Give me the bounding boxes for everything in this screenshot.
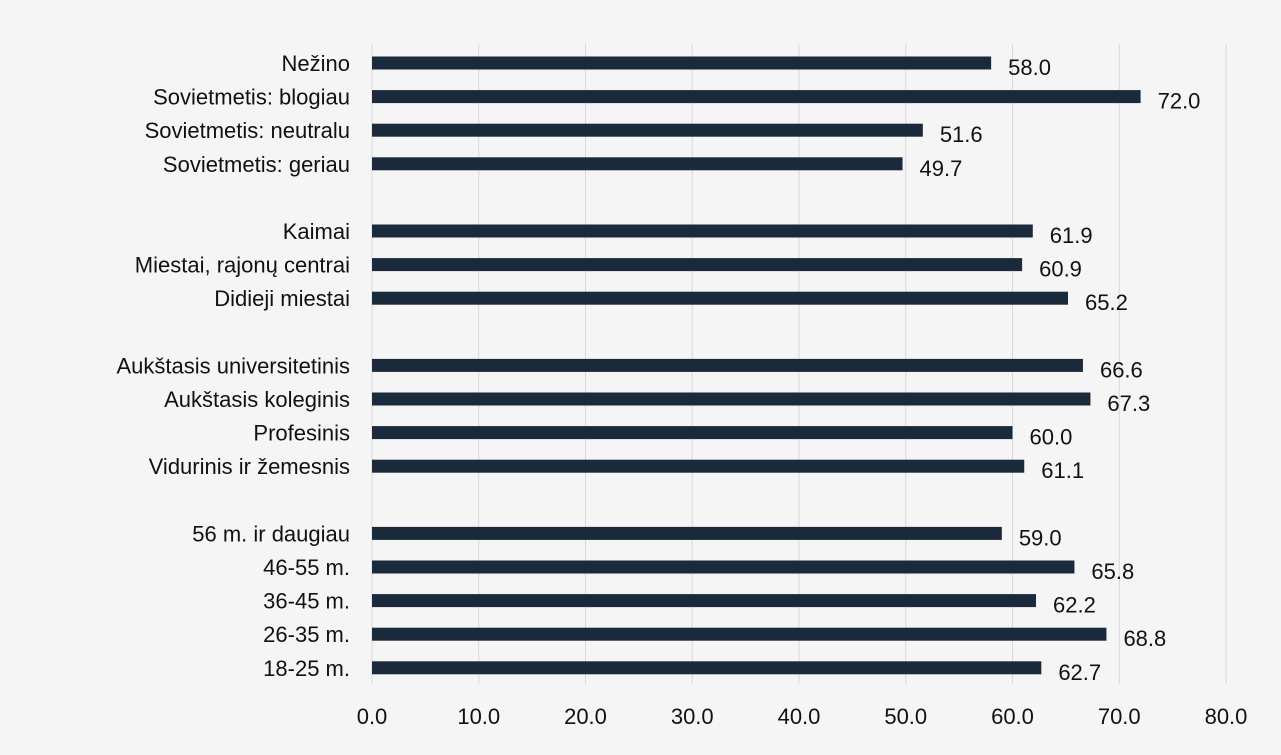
data-label: 72.0 <box>1158 89 1201 114</box>
bar <box>372 90 1141 104</box>
data-label: 65.8 <box>1091 559 1134 584</box>
category-label: Didieji miestai <box>214 286 350 311</box>
x-tick-label: 0.0 <box>357 704 388 729</box>
data-label: 65.2 <box>1085 290 1128 315</box>
category-label: Aukštasis universitetinis <box>116 353 350 378</box>
x-tick-label: 50.0 <box>884 704 927 729</box>
bar <box>372 627 1107 641</box>
value-labels: 58.0 72.0 51.6 49.7 61.9 60.965.2 66.6 67.3 60.0… <box>920 55 1201 685</box>
category-label: Vidurinis ir žemesnis <box>149 454 350 479</box>
category-label: 46-55 m. <box>263 555 350 580</box>
category-label: 18-25 m. <box>263 656 350 681</box>
bars <box>372 56 1141 675</box>
bar <box>372 661 1042 675</box>
data-label: 61.9 <box>1050 223 1093 248</box>
category-label: Nežino <box>282 51 350 76</box>
bar <box>372 526 1002 540</box>
category-label: 26-35 m. <box>263 622 350 647</box>
data-label: 66.6 <box>1100 357 1143 382</box>
x-tick-label: 70.0 <box>1098 704 1141 729</box>
category-label: 56 m. ir daugiau <box>192 521 350 546</box>
data-label: 61.1 <box>1041 458 1084 483</box>
bar <box>372 123 923 137</box>
x-tick-label: 30.0 <box>671 704 714 729</box>
data-label: 58.0 <box>1008 55 1051 80</box>
category-labels: Nežino Sovietmetis: blogiau Sovietmetis: n… <box>116 51 350 681</box>
category-label: 36-45 m. <box>263 589 350 614</box>
category-label: Kaimai <box>283 219 350 244</box>
x-tick-label: 60.0 <box>991 704 1034 729</box>
x-tick-label: 20.0 <box>564 704 607 729</box>
x-tick-label: 40.0 <box>778 704 821 729</box>
category-label: Sovietmetis: neutralu <box>145 118 350 143</box>
data-label: 67.3 <box>1107 391 1150 416</box>
category-label: Miestai, rajonų centrai <box>135 253 350 278</box>
data-label: 60.9 <box>1039 257 1082 282</box>
category-label: Sovietmetis: geriau <box>163 152 350 177</box>
category-label: Profesinis <box>253 421 350 446</box>
bar <box>372 459 1025 473</box>
data-label: 62.7 <box>1058 660 1101 685</box>
bar <box>372 392 1091 406</box>
data-label: 68.8 <box>1123 626 1166 651</box>
data-label: 51.6 <box>940 122 983 147</box>
data-label: 60.0 <box>1030 425 1073 450</box>
bar <box>372 56 992 70</box>
bar <box>372 560 1075 574</box>
bar <box>372 157 903 171</box>
x-tick-label: 80.0 <box>1205 704 1248 729</box>
x-tick-label: 10.0 <box>457 704 500 729</box>
bar <box>372 258 1023 272</box>
category-label: Aukštasis koleginis <box>164 387 350 412</box>
bar <box>372 291 1069 305</box>
data-label: 49.7 <box>920 156 963 181</box>
bar <box>372 358 1083 372</box>
bar <box>372 224 1033 238</box>
category-label: Sovietmetis: blogiau <box>153 85 350 110</box>
x-axis-ticks: 0.0 10.0 20.0 30.0 40.0 50.0 60.0 70.0 80.0 <box>357 704 1248 729</box>
bar <box>372 426 1013 440</box>
bar <box>372 594 1036 608</box>
data-label: 62.2 <box>1053 593 1096 618</box>
data-label: 59.0 <box>1019 525 1062 550</box>
